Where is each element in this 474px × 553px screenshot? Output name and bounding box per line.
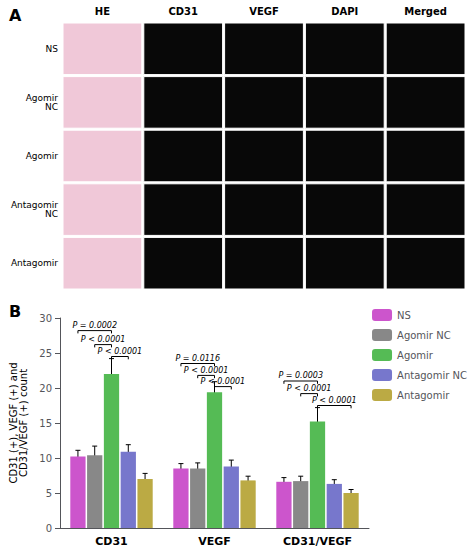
svg-text:Antagomir: Antagomir <box>10 200 58 211</box>
svg-text:0: 0 <box>46 523 52 534</box>
svg-text:Agomir: Agomir <box>397 350 434 361</box>
svg-text:P < 0.0001: P < 0.0001 <box>184 366 229 375</box>
svg-text:A: A <box>9 6 22 25</box>
svg-text:P = 0.0003: P = 0.0003 <box>278 371 323 380</box>
svg-text:20: 20 <box>39 383 52 394</box>
svg-text:B: B <box>9 302 21 321</box>
svg-text:Antagomir NC: Antagomir NC <box>397 370 467 381</box>
svg-text:25: 25 <box>39 348 52 359</box>
svg-text:VEGF: VEGF <box>249 6 279 17</box>
svg-text:Merged: Merged <box>404 6 447 17</box>
svg-text:Agomir NC: Agomir NC <box>397 330 451 341</box>
svg-text:Agomir: Agomir <box>26 151 59 161</box>
svg-text:NS: NS <box>46 44 59 54</box>
svg-text:15: 15 <box>39 418 52 429</box>
svg-text:CD31: CD31 <box>168 6 198 17</box>
svg-text:10: 10 <box>39 453 52 464</box>
svg-text:P < 0.0001: P < 0.0001 <box>81 335 126 344</box>
svg-text:NC: NC <box>45 209 58 219</box>
svg-text:NC: NC <box>45 102 58 112</box>
svg-text:Agomir: Agomir <box>25 92 58 103</box>
svg-text:CD31 (+), VEGF (+) and: CD31 (+), VEGF (+) and <box>7 362 19 484</box>
svg-text:DAPI: DAPI <box>331 6 358 17</box>
svg-text:VEGF: VEGF <box>198 535 231 548</box>
svg-text:CD31/VEGF (+) count: CD31/VEGF (+) count <box>18 369 29 477</box>
svg-text:P < 0.0001: P < 0.0001 <box>201 377 246 386</box>
svg-text:CD31: CD31 <box>95 535 128 548</box>
svg-text:Antagomir: Antagomir <box>397 390 450 401</box>
svg-text:NS: NS <box>397 310 411 321</box>
svg-text:P < 0.0001: P < 0.0001 <box>287 384 332 393</box>
svg-text:P < 0.0001: P < 0.0001 <box>98 347 143 356</box>
svg-text:CD31/VEGF: CD31/VEGF <box>283 535 352 548</box>
svg-text:Antagomir: Antagomir <box>11 258 58 268</box>
svg-text:30: 30 <box>39 313 52 324</box>
svg-text:P = 0.0002: P = 0.0002 <box>72 321 117 330</box>
svg-text:P = 0.0116: P = 0.0116 <box>175 354 220 363</box>
svg-text:HE: HE <box>95 6 110 17</box>
svg-text:P < 0.0001: P < 0.0001 <box>312 396 357 405</box>
svg-text:5: 5 <box>46 488 52 499</box>
